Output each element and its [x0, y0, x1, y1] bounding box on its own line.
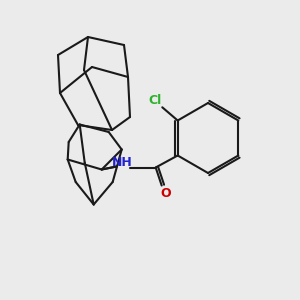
Text: O: O	[160, 187, 171, 200]
Text: Cl: Cl	[148, 94, 161, 107]
Text: NH: NH	[112, 156, 133, 169]
